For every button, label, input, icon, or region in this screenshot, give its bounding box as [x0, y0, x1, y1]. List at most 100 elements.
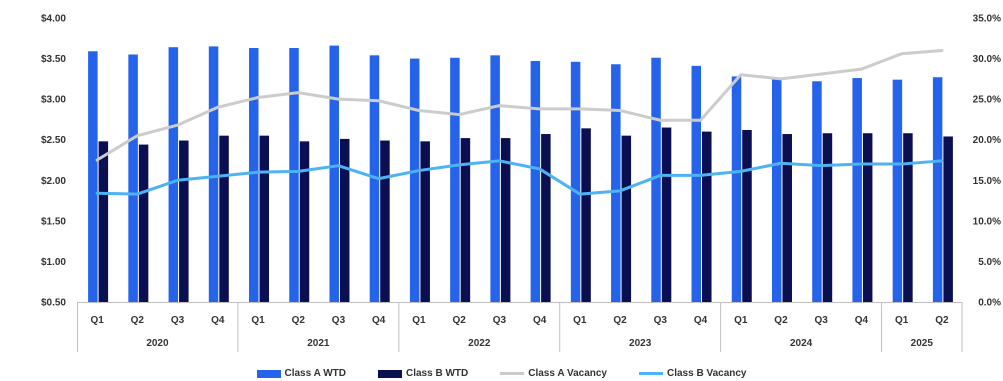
bar-class-a-wtd	[168, 47, 179, 303]
x-tick-label: Q3	[493, 315, 507, 326]
bar-class-b-wtd	[742, 129, 752, 302]
y-left-tick-label: $3.00	[41, 95, 66, 106]
legend: Class A WTD Class B WTD Class A Vacancy …	[0, 366, 1003, 381]
y-left-tick-label: $3.50	[41, 54, 66, 65]
x-tick-label: Q3	[171, 315, 185, 326]
bar-class-a-wtd	[329, 45, 339, 303]
legend-swatch-class-b-wtd	[378, 369, 402, 378]
bar-class-a-wtd	[771, 78, 782, 302]
year-label: 2025	[911, 338, 934, 349]
bar-class-a-wtd	[289, 48, 299, 302]
bar-class-b-wtd	[299, 141, 310, 302]
bar-class-b-wtd	[943, 136, 953, 302]
bar-class-a-wtd	[691, 65, 702, 303]
bar-class-b-wtd	[822, 133, 833, 302]
y-right-tick-label: 20.0%	[973, 135, 1001, 146]
x-tick-label: Q2	[452, 315, 466, 326]
y-left-tick-label: $2.50	[41, 135, 66, 146]
bar-class-b-wtd	[621, 135, 632, 302]
bar-class-b-wtd	[339, 138, 350, 302]
y-right-tick-label: 30.0%	[973, 54, 1001, 65]
bar-class-a-wtd	[128, 54, 138, 303]
legend-swatch-class-a-vacancy	[500, 372, 525, 375]
bar-class-a-wtd	[570, 61, 581, 302]
x-tick-label: Q1	[573, 315, 587, 326]
bar-class-b-wtd	[179, 140, 189, 302]
bar-class-b-wtd	[903, 133, 913, 302]
bar-class-a-wtd	[450, 57, 460, 303]
legend-label: Class B Vacancy	[667, 368, 747, 379]
bar-class-b-wtd	[661, 127, 672, 302]
bar-class-b-wtd	[500, 138, 511, 302]
x-tick-label: Q1	[734, 315, 748, 326]
legend-swatch-class-b-vacancy	[639, 372, 663, 375]
x-tick-label: Q3	[815, 315, 829, 326]
bar-class-a-wtd	[812, 81, 822, 302]
bar-class-a-wtd	[490, 55, 500, 302]
bar-class-a-wtd	[249, 48, 259, 302]
bar-class-b-wtd	[541, 134, 551, 302]
x-tick-label: Q3	[654, 315, 668, 326]
legend-item-class-b-vacancy: Class B Vacancy	[639, 368, 747, 379]
bar-class-b-wtd	[581, 128, 591, 302]
y-right-tick-label: 35.0%	[973, 14, 1001, 25]
x-tick-label: Q4	[211, 315, 225, 326]
x-tick-label: Q1	[251, 315, 265, 326]
y-right-tick-label: 5.0%	[978, 257, 1001, 268]
bar-class-a-wtd	[932, 77, 943, 302]
x-tick-label: Q1	[895, 315, 909, 326]
bar-class-a-wtd	[892, 79, 903, 302]
year-label: 2024	[790, 338, 813, 349]
y-left-tick-label: $1.00	[41, 257, 66, 268]
bar-class-a-wtd	[530, 61, 541, 303]
line-class-a-vacancy	[95, 48, 944, 162]
x-tick-label: Q2	[935, 315, 949, 326]
bar-class-b-wtd	[420, 141, 430, 302]
bar-class-a-wtd	[611, 64, 621, 302]
combo-chart: $0.50 $1.00 $1.50 $2.00 $2.50 $3.00 $3.50 $4.00…	[41, 14, 1001, 352]
x-tick-label: Q2	[292, 315, 306, 326]
year-label: 2021	[307, 338, 330, 349]
bar-class-a-wtd	[208, 46, 219, 303]
bar-class-a-wtd	[88, 51, 98, 302]
y-right-tick-label: 0.0%	[978, 298, 1001, 309]
x-tick-label: Q2	[613, 315, 627, 326]
legend-label: Class A Vacancy	[528, 368, 607, 379]
bar-class-a-wtd	[731, 76, 742, 302]
year-label: 2023	[629, 338, 652, 349]
bar-class-b-wtd	[782, 134, 792, 302]
year-label: 2020	[146, 338, 169, 349]
y-left-tick-label: $2.00	[41, 176, 66, 187]
y-right-tick-label: 15.0%	[973, 176, 1001, 187]
y-right-tick-label: 25.0%	[973, 95, 1001, 106]
x-tick-label: Q3	[332, 315, 346, 326]
legend-item-class-a-wtd: Class A WTD	[256, 368, 346, 379]
y-right-tick-label: 10.0%	[973, 216, 1001, 227]
bar-class-b-wtd	[702, 131, 712, 302]
legend-label: Class B WTD	[406, 368, 469, 379]
x-tick-label: Q1	[90, 315, 104, 326]
bar-class-a-wtd	[409, 58, 420, 302]
legend-item-class-a-vacancy: Class A Vacancy	[500, 368, 607, 379]
y-left-tick-label: $1.50	[41, 216, 66, 227]
bar-class-b-wtd	[138, 144, 149, 302]
x-tick-label: Q4	[694, 315, 708, 326]
x-tick-label: Q4	[533, 315, 547, 326]
y-left-tick-label: $4.00	[41, 14, 66, 25]
bar-class-b-wtd	[862, 133, 873, 302]
x-tick-label: Q4	[855, 315, 869, 326]
x-tick-label: Q4	[372, 315, 386, 326]
bar-class-b-wtd	[219, 135, 229, 302]
y-left-tick-label: $0.50	[41, 298, 66, 309]
bar-class-a-wtd	[852, 78, 862, 302]
bar-class-b-wtd	[380, 140, 390, 302]
legend-item-class-b-wtd: Class B WTD	[378, 368, 468, 379]
x-tick-label: Q2	[131, 315, 145, 326]
bar-class-a-wtd	[651, 57, 661, 303]
bar-class-b-wtd	[98, 141, 109, 302]
x-tick-label: Q1	[412, 315, 426, 326]
legend-swatch-class-a-wtd	[256, 369, 281, 378]
bar-class-b-wtd	[460, 138, 471, 302]
line-class-b-vacancy	[95, 159, 944, 196]
year-label: 2022	[468, 338, 491, 349]
